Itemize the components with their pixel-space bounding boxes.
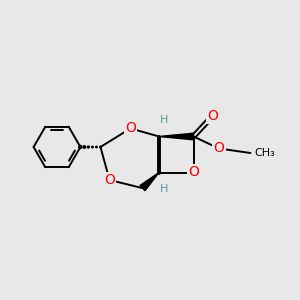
Polygon shape bbox=[140, 172, 159, 191]
Circle shape bbox=[79, 146, 82, 148]
Text: O: O bbox=[188, 166, 199, 179]
Circle shape bbox=[92, 146, 93, 148]
Polygon shape bbox=[159, 133, 194, 140]
Text: CH₃: CH₃ bbox=[254, 148, 275, 158]
Text: O: O bbox=[208, 109, 218, 122]
Circle shape bbox=[100, 146, 101, 148]
Text: H: H bbox=[160, 115, 169, 125]
Circle shape bbox=[96, 146, 97, 148]
Text: O: O bbox=[104, 173, 115, 187]
Text: O: O bbox=[214, 142, 224, 155]
Circle shape bbox=[88, 146, 89, 148]
Text: O: O bbox=[125, 122, 136, 135]
Circle shape bbox=[83, 146, 86, 148]
Text: H: H bbox=[160, 184, 169, 194]
